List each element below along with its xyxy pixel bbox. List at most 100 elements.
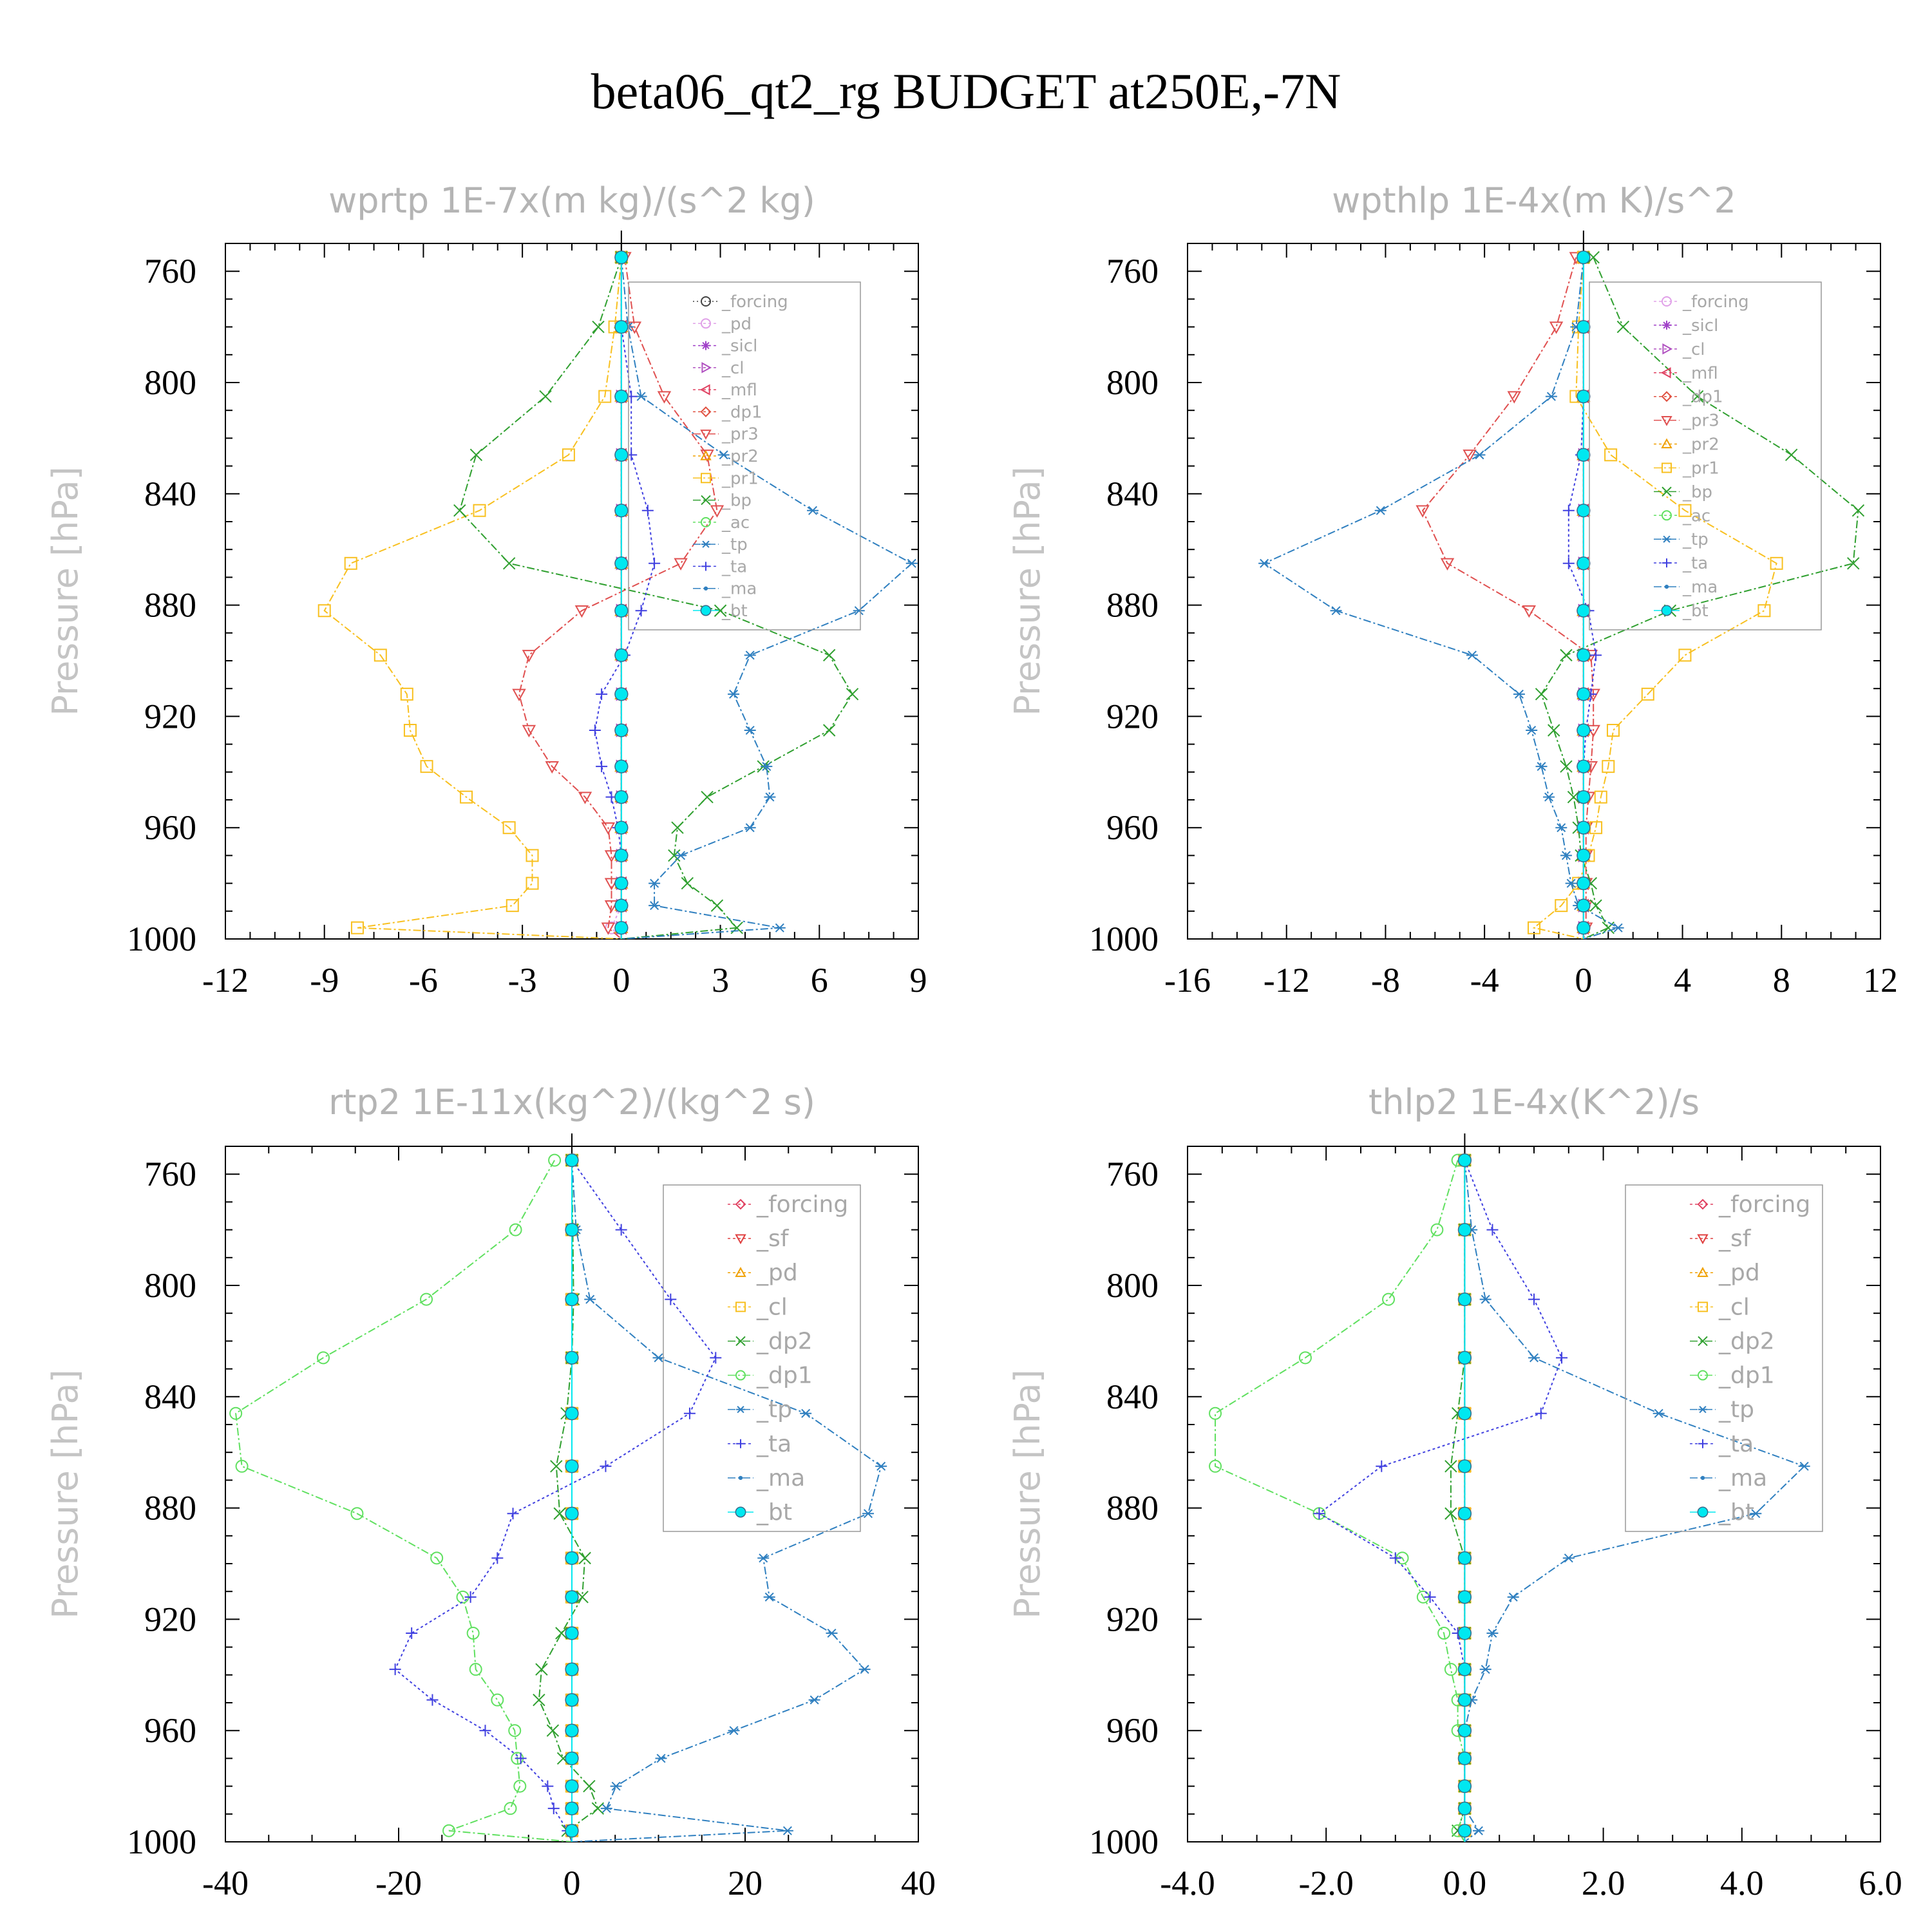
series-point	[316, 1351, 330, 1365]
legend-label: _dp1	[1682, 388, 1723, 407]
series-point	[649, 901, 661, 911]
series-point	[1457, 1506, 1472, 1520]
series-point	[565, 1292, 579, 1307]
legend-label: _ma	[1682, 578, 1718, 597]
x-tick-label: 4	[1674, 961, 1691, 999]
series-point	[635, 605, 647, 617]
series-point	[600, 1460, 612, 1472]
series-point	[710, 1352, 722, 1364]
legend-marker	[701, 562, 710, 571]
series-point	[1440, 558, 1455, 571]
y-tick-label: 960	[144, 1711, 196, 1750]
series-point	[1560, 649, 1573, 662]
series-point	[675, 851, 687, 860]
series-point	[464, 1591, 477, 1603]
legend-marker	[735, 1302, 746, 1312]
legend-marker	[1698, 1406, 1707, 1414]
x-tick-label: 9	[910, 961, 927, 999]
legend-box	[1625, 1184, 1823, 1532]
series-point	[1507, 1592, 1519, 1602]
y-axis-label: Pressure [hPa]	[45, 466, 86, 715]
series-point	[565, 1590, 579, 1604]
series-point	[1616, 320, 1630, 334]
panels: wprtp 1E-7x(m kg)/(s^2 kg) Pressure [hPa]…	[45, 180, 1902, 1902]
legend-entry: _pd	[1690, 1260, 1760, 1286]
series-point	[1577, 687, 1591, 701]
legend-entry: _bt	[1690, 1499, 1754, 1526]
legend-marker	[1662, 343, 1673, 355]
series-point	[1382, 1293, 1396, 1306]
series-point	[1374, 506, 1387, 515]
series-point	[1209, 1406, 1222, 1420]
series-point	[512, 688, 526, 701]
series-point	[614, 648, 629, 663]
series-point	[453, 504, 466, 517]
x-tick-label: 3	[712, 961, 729, 999]
series-point	[508, 1724, 522, 1738]
x-tick-label: -12	[1264, 961, 1310, 999]
series-point	[744, 725, 756, 735]
x-tick-label: 6.0	[1859, 1864, 1902, 1902]
legend-entry: _forcing	[1690, 1191, 1810, 1218]
legend-marker	[700, 430, 712, 440]
y-axis-label: Pressure [hPa]	[1007, 466, 1048, 715]
legend-label: _sicl	[1682, 316, 1718, 336]
legend-label: _pd	[721, 314, 752, 334]
series-point	[598, 390, 612, 403]
series-point	[615, 1224, 627, 1236]
legend-label: _cl	[1718, 1294, 1750, 1320]
y-tick-label: 960	[1106, 1711, 1159, 1750]
series-point	[565, 1222, 579, 1237]
legend-entry: _cl	[1654, 340, 1705, 359]
series-point	[744, 650, 756, 660]
legend-marker	[1700, 1475, 1705, 1481]
series-point	[548, 1153, 562, 1167]
y-tick-label: 880	[1106, 586, 1159, 625]
panel-title: wprtp 1E-7x(m kg)/(s^2 kg)	[328, 180, 815, 221]
series-point	[1209, 1459, 1222, 1473]
series-point	[504, 1802, 517, 1815]
legend-label: _dp1	[721, 402, 762, 422]
series-point	[1770, 556, 1783, 570]
series-point	[578, 791, 592, 804]
series-point	[1457, 1551, 1472, 1566]
series-point	[614, 504, 629, 518]
series-point	[1577, 876, 1591, 891]
series-point	[1457, 1801, 1472, 1815]
y-tick-label: 840	[1106, 1378, 1159, 1416]
legend-entry: _bt	[1654, 601, 1709, 621]
legend-label: _bp	[721, 491, 752, 511]
series-point	[1577, 820, 1591, 835]
series-point	[389, 1663, 401, 1676]
series-line	[518, 257, 718, 939]
series-point	[1486, 1224, 1499, 1236]
legend-label: _forcing	[1682, 292, 1749, 312]
panel-title: rtp2 1E-11x(kg^2)/(kg^2 s)	[328, 1082, 815, 1122]
legend-label: _dp1	[756, 1363, 813, 1389]
series-point	[526, 849, 539, 862]
series-point	[728, 1726, 740, 1736]
series-point	[1653, 1408, 1665, 1418]
series-point	[1690, 390, 1704, 403]
series-point	[547, 1803, 560, 1815]
series-point	[229, 1406, 243, 1420]
series-point	[1389, 1552, 1401, 1564]
legend-marker	[1698, 1370, 1708, 1381]
legend-marker	[1661, 391, 1672, 402]
legend-label: _dp2	[756, 1328, 813, 1354]
series-point	[1577, 319, 1591, 334]
series-line	[1263, 257, 1620, 939]
series-point	[1513, 689, 1525, 699]
x-tick-label: -9	[310, 961, 339, 999]
series-point	[1555, 899, 1568, 913]
series-point	[614, 848, 629, 863]
legend-label: _pr3	[1682, 412, 1719, 431]
series-point	[649, 557, 661, 569]
legend-label: _sicl	[721, 337, 757, 356]
legend-entry: _ma	[693, 580, 757, 599]
legend-label: _ta	[1682, 554, 1708, 573]
series-point	[596, 761, 608, 773]
series-point	[546, 1724, 560, 1737]
series-point	[1545, 392, 1557, 401]
y-tick-label: 880	[144, 586, 196, 625]
